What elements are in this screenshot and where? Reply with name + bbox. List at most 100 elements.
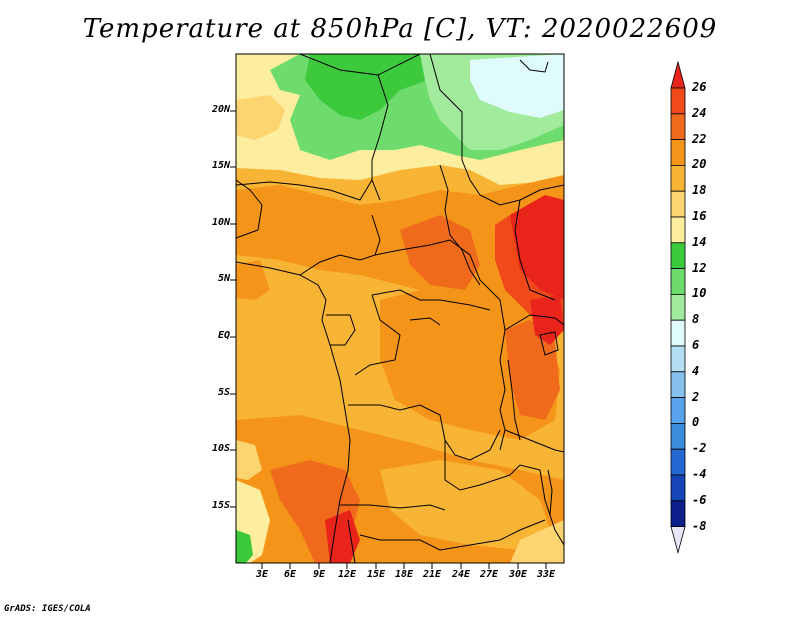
colorbar-segment [670, 422, 686, 450]
border-angola-namibia [340, 504, 446, 511]
credit-text: GrADS: IGES/COLA [4, 604, 91, 614]
colorbar-label: -2 [692, 441, 707, 456]
colorbar-segment [670, 448, 686, 476]
colorbar-label: -4 [692, 467, 707, 481]
colorbar-segment [670, 268, 686, 295]
lon-label-27e: 27E [479, 569, 499, 580]
border-zambia [444, 440, 541, 491]
lat-label-eq: EQ [217, 330, 230, 341]
field-6-8-northeast [470, 54, 564, 118]
colorbar-label: 6 [692, 338, 700, 352]
field-20-22-nw [236, 260, 270, 300]
colorbar-label: 20 [692, 157, 707, 172]
colorbar-segment [670, 164, 686, 192]
colorbar-bottom-triangle [670, 526, 686, 555]
chart-title: Temperature at 850hPa [C], VT: 202002260… [82, 14, 718, 44]
lon-label-12e: 12E [337, 569, 357, 580]
temperature-field [236, 54, 564, 563]
lon-label-21e: 21E [422, 569, 442, 580]
colorbar-label: -6 [692, 492, 707, 507]
border-egypt-sudan [429, 54, 463, 160]
colorbar-label: -8 [692, 518, 707, 533]
border-south [359, 519, 546, 551]
colorbar-top-triangle [670, 60, 686, 89]
lat-label-15s: 15S [211, 500, 230, 511]
colorbar-segment [670, 87, 686, 115]
border-ethiopia [514, 199, 556, 301]
colorbar-segment [670, 216, 686, 244]
colorbar-label: 12 [692, 260, 707, 275]
lat-label-20n: 20N [211, 104, 230, 115]
colorbar-label: 22 [692, 131, 707, 146]
lon-label-18e: 18E [394, 569, 414, 580]
lon-ticks [261, 563, 547, 569]
lake-victoria [539, 331, 559, 356]
nile-delta [519, 59, 549, 73]
coastline-gulf-guinea [236, 261, 351, 563]
colorbar-segment [670, 474, 686, 502]
colorbar-label: 2 [692, 389, 700, 404]
colorbar-label: 8 [692, 312, 700, 327]
colorbar-segment [670, 190, 686, 218]
field-16-18-southeast [510, 520, 564, 563]
colorbar-label: 26 [692, 80, 707, 94]
colorbar-segment [670, 139, 686, 166]
colorbar-label: 14 [692, 234, 707, 249]
colorbar-segment [670, 345, 686, 373]
border-congo-drc [354, 294, 401, 376]
border-car-south [371, 289, 491, 311]
colorbar-segment [670, 500, 686, 527]
colorbar-segment [670, 293, 686, 321]
border-car [374, 239, 501, 301]
colorbar-segment [670, 397, 686, 424]
border-tanzania [504, 429, 564, 453]
border-gabon [326, 314, 356, 346]
field-24-26-namibia-core [325, 510, 360, 563]
lake-malawi [547, 469, 553, 516]
border-uganda [504, 314, 564, 331]
lat-label-5n: 5N [217, 273, 230, 284]
lon-label-15e: 15E [366, 569, 386, 580]
border-namibia-south [347, 519, 356, 563]
field-16-18-west [236, 440, 262, 480]
field-18-20-gabon [236, 300, 370, 420]
lon-label-30e: 30E [508, 569, 528, 580]
colorbar-label: 0 [692, 415, 700, 430]
border-chad-sudan [439, 164, 481, 286]
colorbar [670, 60, 686, 555]
borders [236, 54, 564, 563]
colorbar-label: 16 [692, 209, 707, 223]
coastline-west [236, 179, 263, 239]
field-24-26-east [510, 195, 564, 300]
lat-label-15n: 15N [211, 160, 230, 171]
lon-label-6e: 6E [283, 569, 297, 580]
lon-label-24e: 24E [451, 569, 471, 580]
border-niger-chad [299, 54, 389, 201]
lake-tanganyika [507, 359, 521, 441]
border-sudan-libya [377, 54, 421, 76]
field-14-16-nw-patch [236, 95, 285, 140]
lat-label-10s: 10S [211, 443, 230, 454]
colorbar-label: 10 [692, 286, 707, 301]
field-22-24-great-lakes [505, 320, 560, 420]
map-frame [235, 53, 565, 564]
field-12-14-north [305, 54, 430, 120]
border-sudan-east [461, 159, 564, 206]
lon-label-33e: 33E [536, 569, 556, 580]
colorbar-segment [670, 242, 686, 270]
colorbar-label: 18 [692, 183, 707, 198]
border-drc-angola [348, 404, 501, 461]
field-18-20-zambia [380, 460, 550, 550]
border-nigeria-cameroon [299, 214, 381, 276]
lat-label-5s: 5S [217, 387, 230, 398]
lat-label-10n: 10N [211, 217, 230, 228]
field-22-24-central [400, 215, 480, 290]
field-12-14-southwest [236, 530, 253, 563]
river-congo [409, 317, 441, 326]
colorbar-label: 4 [692, 363, 700, 378]
lat-ticks [230, 110, 236, 508]
colorbar-segment [670, 113, 686, 141]
colorbar-segment [670, 371, 686, 398]
field-20-22-sahel [236, 175, 564, 330]
